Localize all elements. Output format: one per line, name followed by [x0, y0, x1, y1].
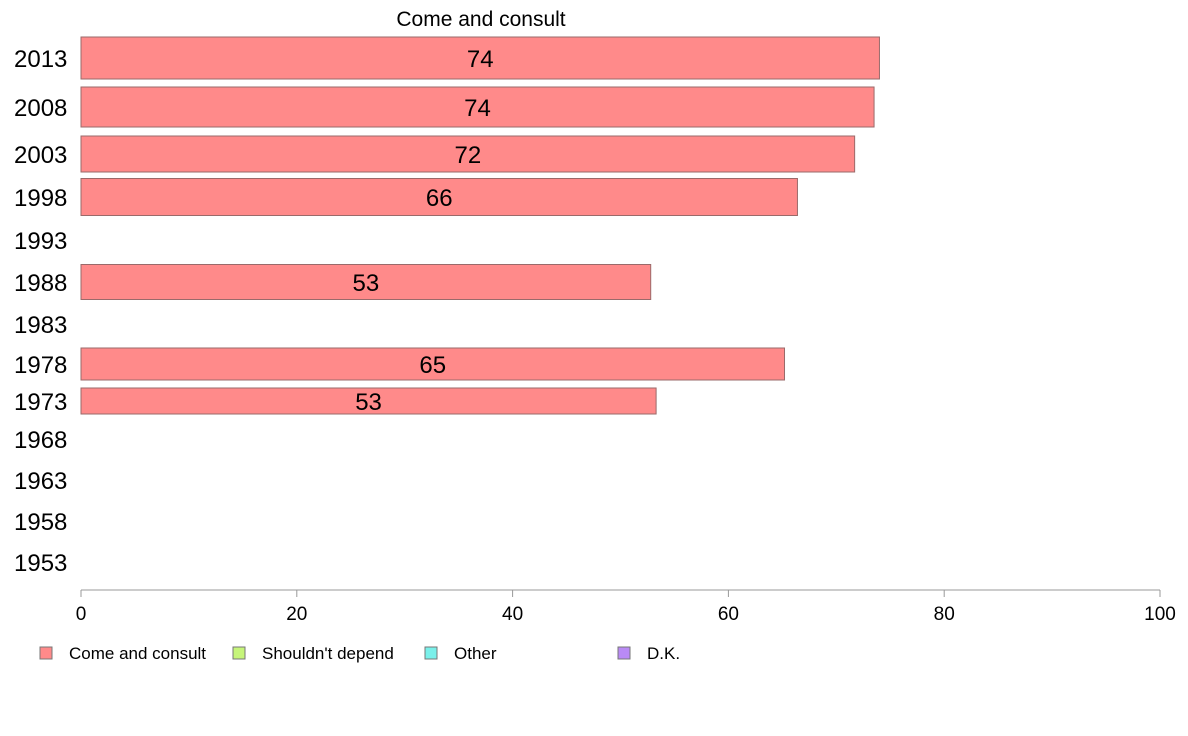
legend-swatch — [424, 646, 438, 660]
category-label: 1978 — [14, 352, 67, 379]
legend-label: Other — [454, 644, 497, 663]
bar — [80, 86, 875, 128]
category-label: 2013 — [14, 46, 67, 73]
bar-value-label: 66 — [426, 185, 453, 212]
bar-value-label: 53 — [353, 270, 380, 297]
bar — [80, 36, 880, 80]
legend-label: Shouldn't depend — [262, 644, 394, 663]
category-label: 1963 — [14, 468, 67, 495]
x-tick-label: 60 — [718, 604, 739, 625]
x-tick-label: 20 — [286, 604, 307, 625]
bar — [80, 264, 652, 300]
category-label: 1968 — [14, 427, 67, 454]
legend-label: Come and consult — [69, 644, 206, 663]
category-label: 2008 — [14, 95, 67, 122]
category-label: 1993 — [14, 228, 67, 255]
bar — [80, 135, 856, 173]
x-axis: 0 20 40 60 80 100 — [76, 589, 1176, 625]
bar-value-label: 53 — [355, 389, 382, 416]
legend-swatch — [39, 646, 53, 660]
panel-title: Come and consult — [396, 8, 565, 31]
bar-value-label: 74 — [467, 46, 494, 73]
x-tick-label: 100 — [1144, 604, 1176, 625]
x-tick-label: 40 — [502, 604, 523, 625]
legend-swatch — [232, 646, 246, 660]
bar — [80, 387, 657, 415]
category-label: 1953 — [14, 550, 67, 577]
x-tick-label: 0 — [76, 604, 87, 625]
bar — [80, 178, 798, 216]
bar-value-label: 65 — [419, 352, 446, 379]
category-label: 1983 — [14, 312, 67, 339]
category-label: 1958 — [14, 509, 67, 536]
category-labels: 2013 2008 2003 1998 1993 1988 1983 1978 1973 1968… — [14, 46, 67, 577]
bar-value-label: 72 — [454, 142, 481, 169]
legend-label: D.K. — [647, 644, 680, 663]
x-tick-label: 80 — [934, 604, 955, 625]
legend-swatch — [617, 646, 631, 660]
legend: Come and consult Shouldn't depend Other D.K… — [39, 644, 680, 663]
category-label: 2003 — [14, 142, 67, 169]
category-label: 1973 — [14, 389, 67, 416]
category-label: 1988 — [14, 270, 67, 297]
bar — [80, 347, 786, 381]
bar-value-label: 74 — [464, 95, 491, 122]
category-label: 1998 — [14, 185, 67, 212]
